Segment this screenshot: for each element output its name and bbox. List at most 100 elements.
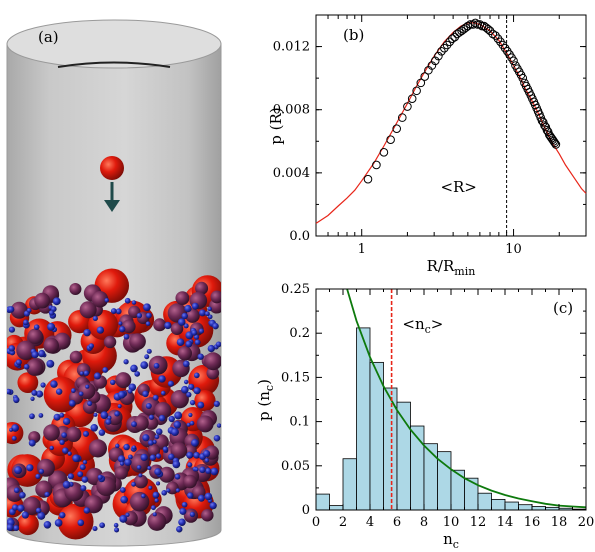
blue-particle <box>207 344 215 353</box>
blue-particle <box>35 390 44 398</box>
panel-b-data-point <box>397 113 407 122</box>
blue-particle <box>151 505 156 511</box>
panel-b-data-point <box>468 20 478 29</box>
panel-c-xtick-label: 4 <box>366 515 374 530</box>
panel-c-label: (c) <box>553 299 573 317</box>
panel-c-annotation: <nc> <box>402 315 443 336</box>
blue-particle <box>62 480 71 489</box>
blue-particle <box>177 318 186 326</box>
blue-particle <box>152 394 159 401</box>
blue-particle <box>186 391 192 398</box>
blue-particle <box>7 306 15 313</box>
panel-c-bar <box>477 492 492 511</box>
blue-particle <box>210 467 219 476</box>
blue-particle <box>92 526 98 532</box>
blue-particle <box>166 488 171 493</box>
blue-particle <box>7 388 12 395</box>
panel-c-xtick-label: 2 <box>339 515 347 530</box>
blue-particle <box>49 445 54 451</box>
blue-particle <box>125 512 130 517</box>
blue-particle <box>179 507 187 515</box>
purple-particle <box>147 444 161 457</box>
purple-particle <box>69 282 82 296</box>
panel-c-xtick-label: 20 <box>578 515 595 530</box>
blue-particle <box>35 507 42 514</box>
blue-particle <box>40 382 46 388</box>
blue-particle <box>181 385 189 394</box>
blue-particle <box>174 473 181 480</box>
blue-particle <box>131 481 136 487</box>
blue-particle <box>13 525 20 532</box>
panel-c-bar <box>315 493 330 511</box>
blue-particle <box>7 523 14 532</box>
blue-particle <box>198 309 206 317</box>
blue-particle <box>43 521 52 529</box>
cylinder-top <box>6 19 222 69</box>
purple-particle <box>210 290 221 304</box>
panel-c-bar <box>504 501 519 511</box>
purple-particle <box>43 424 60 441</box>
blue-particle <box>85 384 90 389</box>
blue-particle <box>155 428 163 436</box>
blue-particle <box>114 527 120 533</box>
blue-particle <box>141 493 146 499</box>
blue-particle <box>134 371 141 377</box>
purple-particle <box>34 292 51 309</box>
panel-b-data-point <box>430 56 440 66</box>
panel-c-bar <box>491 498 506 511</box>
panel-b-ytick-label: 0.008 <box>273 103 310 118</box>
blue-particle <box>119 326 126 333</box>
red-particle <box>10 454 44 487</box>
panel-c-xtick-label: 12 <box>470 515 487 530</box>
panel-b-data-point <box>452 29 462 39</box>
blue-particle <box>154 434 160 440</box>
blue-particle <box>62 447 69 454</box>
panel-b-data-point <box>379 148 389 157</box>
blue-particle <box>80 485 87 492</box>
blue-particle <box>186 451 194 459</box>
blue-particle <box>8 326 16 333</box>
blue-particle <box>191 329 198 336</box>
panel-b-data-point <box>537 116 547 126</box>
blue-particle <box>183 379 189 385</box>
blue-particle <box>158 375 166 383</box>
purple-particle <box>170 442 188 459</box>
blue-particle <box>79 371 84 376</box>
blue-particle <box>154 498 159 503</box>
panel-b-data-point <box>403 102 412 111</box>
blue-particle <box>191 438 199 447</box>
blue-particle <box>213 434 221 442</box>
purple-particle <box>206 366 220 380</box>
panel-b-xtick-label: 10 <box>505 242 522 257</box>
blue-particle <box>31 351 39 359</box>
blue-particle <box>83 430 90 437</box>
blue-particle <box>53 413 61 421</box>
blue-particle <box>158 414 166 422</box>
blue-particle <box>28 439 36 447</box>
blue-particle <box>119 514 128 523</box>
panel-b-data-point <box>412 86 421 96</box>
blue-particle <box>194 339 201 346</box>
blue-particle <box>168 453 175 461</box>
blue-particle <box>181 312 188 320</box>
blue-particle <box>11 424 20 432</box>
panel-b-data-point <box>509 56 518 66</box>
purple-particle <box>133 474 148 489</box>
panel-c-xtick-label: 16 <box>524 515 541 530</box>
panel-b-data-point <box>363 174 373 184</box>
blue-particle <box>26 464 34 472</box>
blue-particle <box>205 467 212 475</box>
blue-particle <box>37 511 46 520</box>
particle-packing <box>7 268 221 540</box>
blue-particle <box>147 440 154 446</box>
blue-particle <box>136 312 143 319</box>
panel-b-data-point <box>463 21 473 31</box>
blue-particle <box>100 411 109 419</box>
blue-particle <box>117 455 126 463</box>
blue-particle <box>145 402 152 409</box>
blue-particle <box>189 420 195 426</box>
blue-particle <box>117 390 126 399</box>
blue-particle <box>98 429 106 436</box>
purple-particle <box>69 350 83 364</box>
blue-particle <box>123 443 130 451</box>
